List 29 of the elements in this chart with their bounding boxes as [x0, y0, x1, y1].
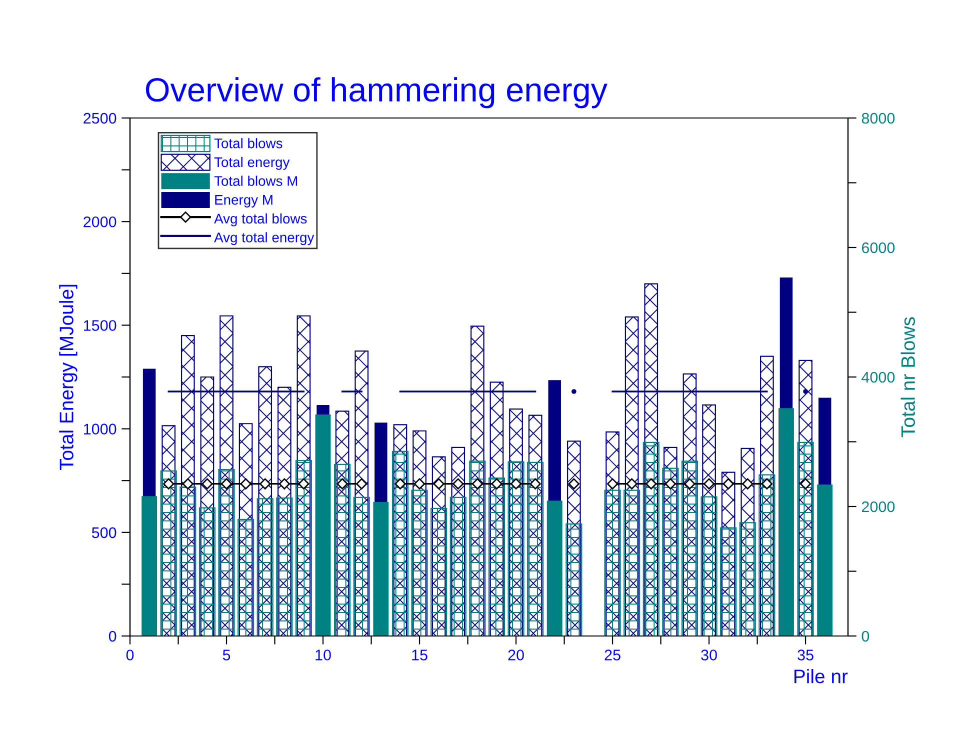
x-tick-label: 20	[508, 650, 524, 660]
legend-label: Avg total blows	[214, 213, 307, 226]
x-tick-label: 30	[701, 650, 717, 660]
legend-label: Total energy	[214, 156, 290, 170]
y-tick-label: 2500	[84, 112, 116, 124]
y-tick-label: 1500	[84, 320, 116, 331]
y-axis-title: Total Energy [MJoule]	[59, 284, 78, 470]
y2-tick-label: 4000	[862, 372, 895, 383]
y-tick-label: 500	[92, 527, 116, 538]
x-tick-label: 15	[412, 650, 428, 660]
y-tick-label: 1000	[84, 424, 116, 434]
x-tick-label: 25	[604, 650, 620, 660]
legend-label: Avg total energy	[214, 232, 314, 246]
y2-tick-label: 2000	[862, 501, 895, 512]
x-tick-label: 0	[126, 650, 134, 660]
y-tick-label: 2000	[84, 216, 116, 228]
chart-title: Overview of hammering energy	[146, 77, 608, 108]
legend-label: Total blows M	[214, 176, 298, 186]
legend-label: Total blows	[214, 138, 282, 148]
x-tick-label: 35	[798, 650, 814, 660]
x-tick-label: 10	[316, 650, 331, 660]
y2-tick-label: 6000	[862, 242, 895, 254]
y-tick-label: 0	[108, 630, 116, 642]
legend-label: Energy M	[215, 195, 272, 208]
y2-axis-title: Total nr Blows	[900, 317, 916, 438]
y2-tick-label: 0	[862, 630, 870, 642]
y2-tick-label: 8000	[862, 112, 895, 124]
x-tick-label: 5	[222, 650, 230, 660]
x-axis-title: Pile nr	[794, 668, 848, 684]
